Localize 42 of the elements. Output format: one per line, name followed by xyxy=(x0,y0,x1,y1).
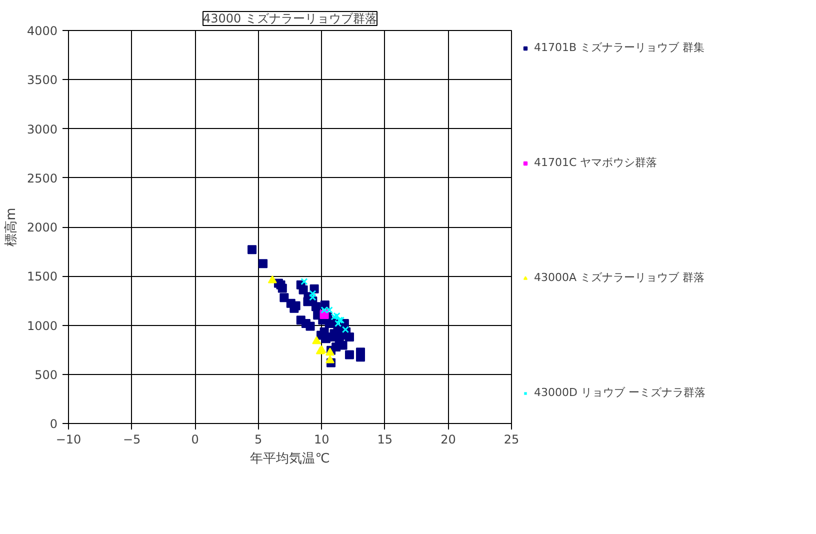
x-tick-label: −10 xyxy=(56,432,82,446)
x-tick-label: 20 xyxy=(440,432,456,446)
x-tick-label: 5 xyxy=(254,432,262,446)
point xyxy=(280,293,289,302)
point xyxy=(309,290,316,298)
point xyxy=(333,312,340,320)
x-tick-label: 25 xyxy=(504,432,520,446)
y-tick-label: 2500 xyxy=(26,171,58,186)
x-tick-label: 15 xyxy=(377,432,393,446)
point xyxy=(342,326,350,334)
x-axis-title: 年平均気温℃ xyxy=(250,452,330,466)
legend-label: 43000A ミズナラーリョウブ 群落 xyxy=(534,270,705,285)
point xyxy=(303,297,312,306)
point xyxy=(258,259,268,268)
legend-label: 41701B ミズナラーリョウブ 群集 xyxy=(534,40,705,55)
legend-label: 43000D リョウブ ーミズナラ群落 xyxy=(534,385,706,400)
point xyxy=(312,336,322,344)
chart-title: 43000 ミズナラーリョウブ群落 xyxy=(203,12,378,26)
point xyxy=(248,245,257,254)
point xyxy=(276,280,286,290)
point xyxy=(334,320,342,328)
y-tick-label: 3500 xyxy=(26,73,58,88)
y-axis-title: 標高m xyxy=(2,208,19,246)
legend-label: 41701C ヤマボウシ群落 xyxy=(534,155,658,170)
y-tick-label: 2000 xyxy=(26,220,58,234)
point xyxy=(309,294,316,301)
y-tick-label: 500 xyxy=(34,368,58,382)
point xyxy=(344,332,354,342)
point xyxy=(268,275,277,284)
y-tick-label: 1000 xyxy=(26,318,58,333)
point xyxy=(344,350,354,360)
point xyxy=(325,355,334,364)
y-tick-label: 1500 xyxy=(26,270,58,284)
point xyxy=(300,278,308,286)
y-tick-label: 0 xyxy=(50,417,58,431)
point xyxy=(311,302,320,312)
x-tick-label: −5 xyxy=(122,432,141,446)
x-tick-label: 0 xyxy=(191,432,199,446)
x-tick-label: 10 xyxy=(314,432,330,446)
y-tick-label: 4000 xyxy=(26,24,58,38)
y-tick-label: 3000 xyxy=(26,122,58,136)
point xyxy=(306,322,315,331)
